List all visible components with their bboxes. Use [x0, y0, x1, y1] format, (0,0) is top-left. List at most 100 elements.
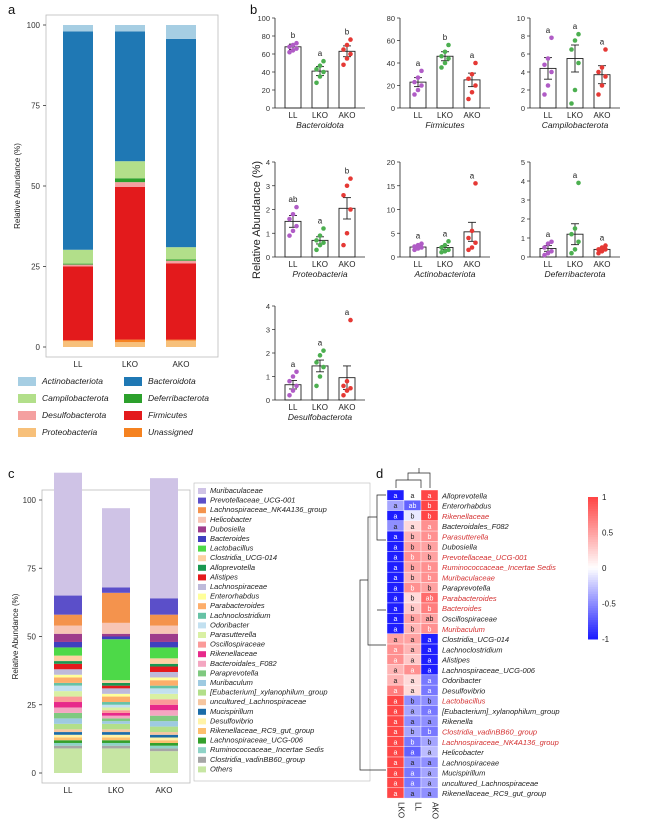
b-ytick-label: 5 [521, 158, 525, 167]
b-significance-letter: b [291, 31, 296, 40]
c-bar-segment [54, 472, 82, 596]
d-cell-letter: a [411, 668, 415, 675]
d-colorbar-step [588, 546, 598, 550]
c-legend-swatch [198, 545, 206, 552]
d-cell-letter: a [428, 750, 432, 757]
d-cell-letter: b [428, 729, 432, 736]
c-legend-swatch [198, 651, 206, 658]
d-cell-letter: a [428, 791, 432, 798]
d-cell-letter: a [394, 534, 398, 541]
b-data-point [572, 226, 578, 231]
b-data-point [412, 79, 417, 85]
b-xtick-label: LKO [567, 111, 583, 120]
d-row-label: Paraprevotella [442, 584, 490, 593]
d-row-label: Lachnospiraceae_NK4A136_group [442, 738, 559, 747]
d-colorbar-step [588, 527, 598, 531]
b-data-point [596, 250, 601, 256]
d-cell-letter: b [428, 606, 432, 613]
d-cell-letter: b [411, 606, 415, 613]
b-data-point [603, 247, 608, 252]
c-bar-segment [102, 685, 130, 689]
d-cell-letter: ab [426, 616, 434, 623]
a-bar-segment [115, 182, 145, 187]
c-legend-frame [193, 482, 371, 782]
a-legend-label: Bacteroidota [148, 376, 196, 386]
b-mean-bar [284, 46, 302, 109]
b-data-point [569, 47, 574, 52]
d-cell-letter: a [411, 750, 415, 757]
d-colorbar-step [588, 594, 598, 597]
b-data-point [572, 87, 578, 93]
d-cell-letter: a [394, 493, 398, 500]
d-heatmap-cell [420, 787, 439, 799]
b-data-point [287, 49, 292, 55]
c-legend-label: Bacteroidales_F082 [210, 659, 278, 668]
b-data-point [596, 92, 601, 97]
a-xtick-label: AKO [173, 360, 190, 369]
c-legend-swatch [198, 593, 206, 600]
d-colorbar-step [588, 501, 598, 505]
b-xtick-label: LL [289, 403, 298, 412]
c-bar-segment [102, 704, 130, 708]
b-ytick-label: 3 [266, 326, 270, 335]
b-data-point [415, 87, 421, 93]
b-ytick-label: 2 [266, 206, 270, 215]
a-ytick-label: 75 [31, 102, 40, 111]
a-legend-swatch [124, 377, 142, 386]
b-significance-letter: a [416, 232, 421, 241]
d-row-label: Lactobacillus [442, 697, 486, 706]
d-cell-letter: a [411, 781, 415, 788]
c-bar-segment [102, 734, 130, 738]
c-legend-label: Desulfovibrio [210, 716, 253, 725]
c-legend-swatch [198, 526, 206, 533]
c-legend-label: Dubosiella [210, 524, 245, 533]
b-data-point [287, 393, 292, 398]
c-bar-segment [150, 715, 178, 722]
c-bar-segment [102, 737, 130, 741]
b-ytick-label: 0 [266, 396, 270, 405]
b-data-point [412, 244, 417, 249]
d-colorbar-step [588, 532, 598, 536]
b-significance-letter: a [416, 59, 421, 68]
a-legend-label: Deferribacterota [148, 393, 209, 403]
d-row-label: Clostridia_UCG-014 [442, 635, 509, 644]
d-colorbar-step [588, 636, 598, 640]
c-bar-segment [54, 712, 82, 719]
d-colorbar-step [588, 508, 598, 512]
c-ytick-label: 75 [27, 564, 36, 573]
d-colorbar-step [588, 579, 598, 583]
b-data-point [599, 245, 605, 250]
b-ytick-label: 20 [387, 158, 395, 167]
b-significance-letter: a [546, 26, 551, 35]
c-legend-swatch [198, 728, 206, 734]
b-data-point [287, 233, 292, 238]
d-colorbar-step [588, 605, 598, 609]
d-colorbar-step [588, 537, 598, 541]
c-ytick-label: 50 [27, 633, 36, 642]
c-legend-label: Prevotellaceae_UCG-001 [210, 496, 295, 505]
b-data-point [466, 235, 471, 241]
panel-label-a: a [8, 2, 16, 17]
b-data-point [542, 245, 547, 250]
c-bar-segment [102, 696, 130, 703]
d-colorbar-step [588, 624, 598, 628]
d-cell-letter: a [394, 781, 398, 788]
b-data-point [317, 374, 323, 379]
d-column-label: AKO [431, 802, 440, 819]
b-data-point [442, 242, 448, 248]
b-ytick-label: 15 [387, 182, 395, 191]
a-legend-label: Desulfobacterota [42, 410, 107, 420]
c-legend-label: [Eubacterium]_xylanophilum_group [209, 688, 328, 697]
b-data-point [314, 360, 319, 365]
d-cell-letter: a [428, 524, 432, 531]
d-colorbar-step [588, 627, 598, 631]
b-data-point [442, 60, 448, 66]
c-bar-segment [54, 718, 82, 724]
c-legend-label: uncultured_Lachnospiraceae [210, 697, 306, 706]
b-ytick-label: 0 [521, 253, 525, 262]
a-bar-segment [115, 178, 145, 183]
d-colorbar-label: -1 [602, 635, 610, 644]
a-legend-swatch [18, 411, 36, 420]
b-significance-letter: b [345, 28, 350, 37]
d-cell-letter: ab [426, 596, 434, 603]
